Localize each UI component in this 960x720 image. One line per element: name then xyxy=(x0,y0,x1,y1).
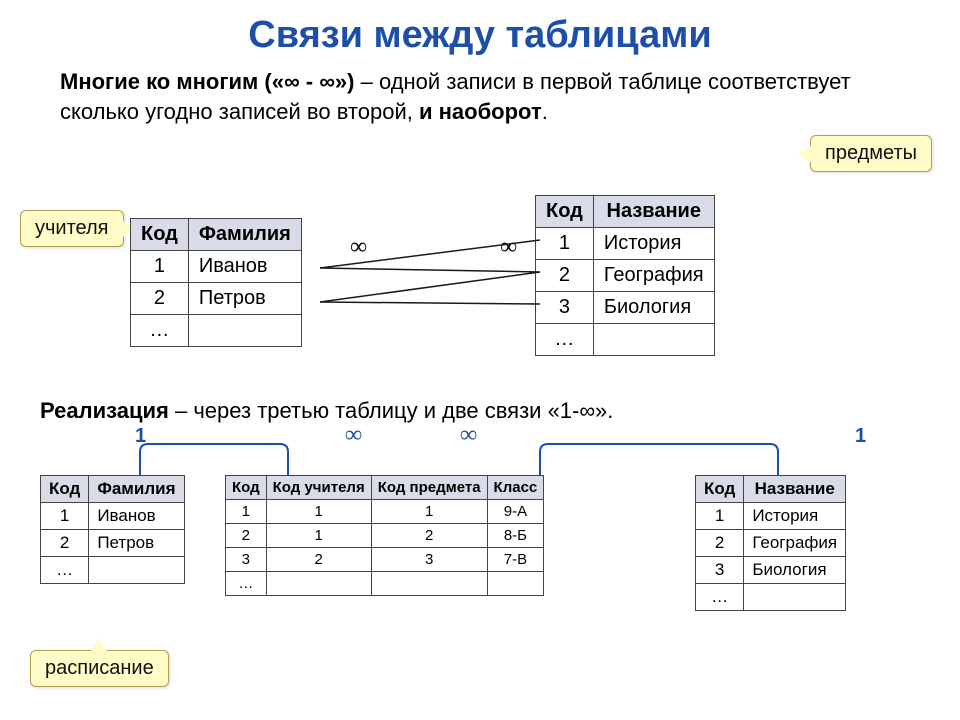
col-header: Код предмета xyxy=(371,476,487,500)
cell xyxy=(371,572,487,596)
cell: 1 xyxy=(41,503,89,530)
cell: 1 xyxy=(371,500,487,524)
relation-connectors xyxy=(0,0,960,720)
cell: 1 xyxy=(266,500,371,524)
col-header: Класс xyxy=(487,476,544,500)
cell: Биология xyxy=(744,557,846,584)
cell: История xyxy=(744,503,846,530)
cell: … xyxy=(226,572,267,596)
cell: 9-А xyxy=(487,500,544,524)
cell: 2 xyxy=(41,530,89,557)
table-link: КодКод учителяКод предметаКласс1119-А212… xyxy=(225,475,544,596)
table-subjects-2: КодНазвание1История2География3Биология… xyxy=(695,475,846,611)
rel-inf-right: ∞ xyxy=(460,422,477,449)
cell: 1 xyxy=(696,503,744,530)
cell xyxy=(89,557,184,584)
cell: … xyxy=(41,557,89,584)
cell: Иванов xyxy=(89,503,184,530)
cell: 2 xyxy=(696,530,744,557)
cell: Петров xyxy=(89,530,184,557)
cell: 2 xyxy=(266,548,371,572)
cell xyxy=(487,572,544,596)
col-header: Код учителя xyxy=(266,476,371,500)
col-header: Код xyxy=(226,476,267,500)
cell: 2 xyxy=(371,524,487,548)
cell: 1 xyxy=(226,500,267,524)
col-header: Код xyxy=(41,476,89,503)
rel-one-right: 1 xyxy=(855,425,866,448)
cell: 8-Б xyxy=(487,524,544,548)
table-teachers-2: КодФамилия1Иванов2Петров… xyxy=(40,475,185,584)
cell xyxy=(744,584,846,611)
cell: … xyxy=(696,584,744,611)
col-header: Код xyxy=(696,476,744,503)
rel-one-left: 1 xyxy=(135,425,146,448)
cell: 1 xyxy=(266,524,371,548)
rel-inf-left: ∞ xyxy=(345,422,362,449)
cell: 3 xyxy=(226,548,267,572)
col-header: Фамилия xyxy=(89,476,184,503)
cell: 7-В xyxy=(487,548,544,572)
cell xyxy=(266,572,371,596)
cell: 3 xyxy=(696,557,744,584)
cell: География xyxy=(744,530,846,557)
callout-schedule: расписание xyxy=(30,650,169,687)
col-header: Название xyxy=(744,476,846,503)
cell: 3 xyxy=(371,548,487,572)
cell: 2 xyxy=(226,524,267,548)
